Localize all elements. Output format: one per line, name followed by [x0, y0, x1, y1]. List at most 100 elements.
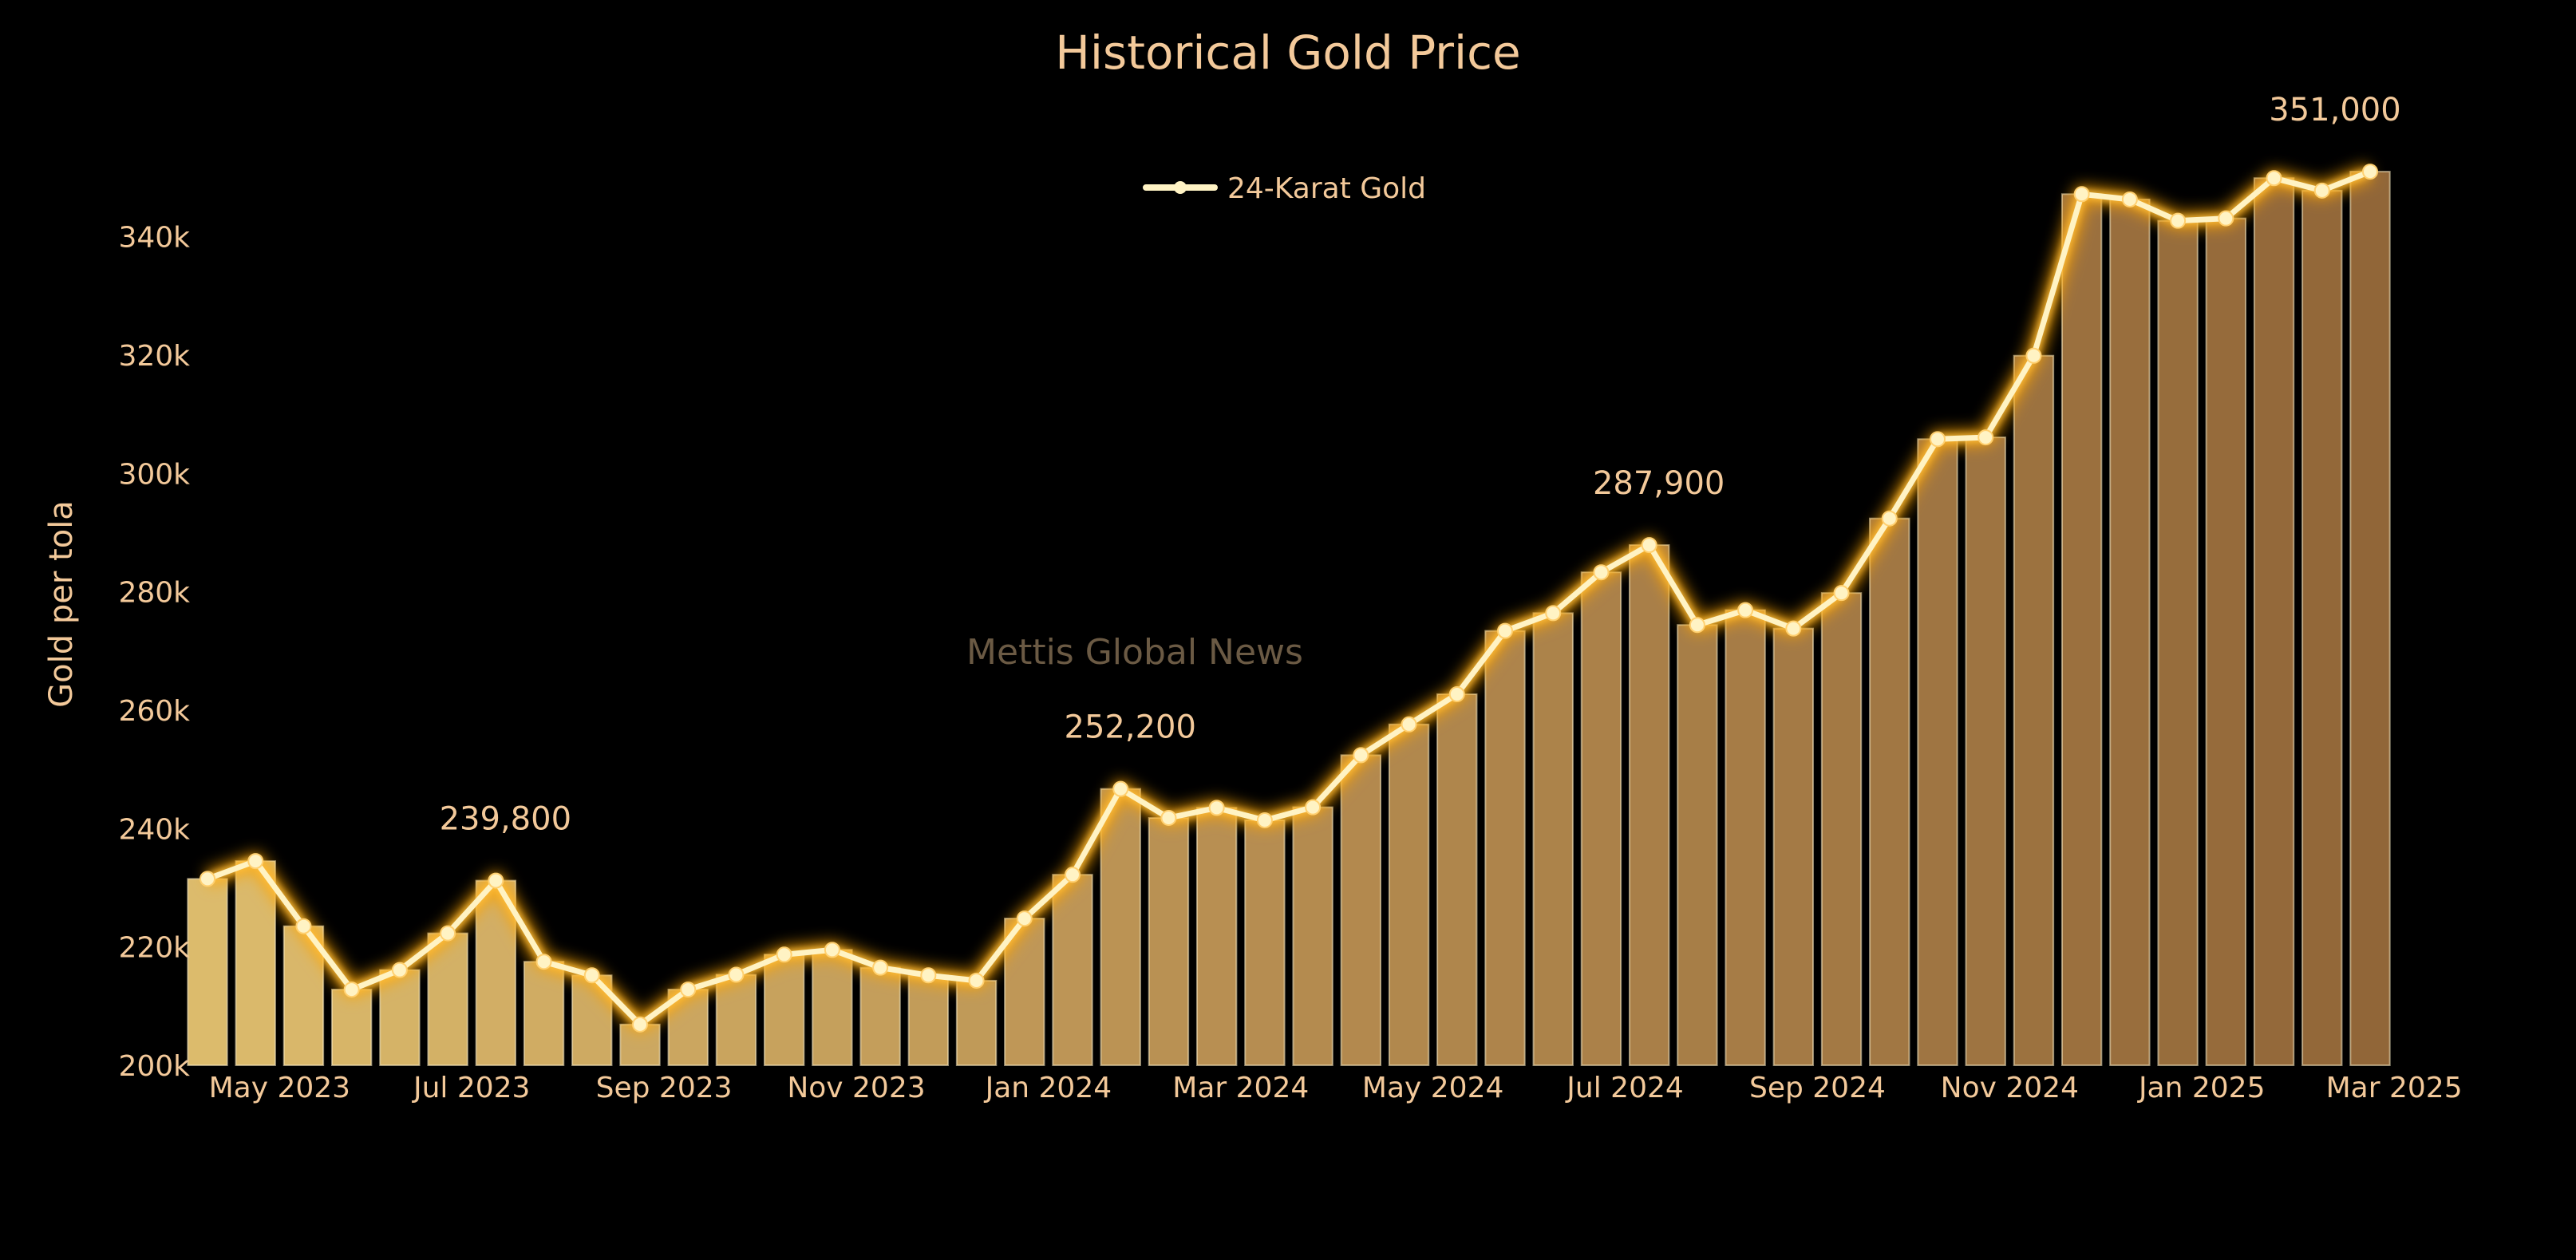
data-point[interactable]: [1256, 812, 1273, 828]
bar[interactable]: [1244, 819, 1286, 1066]
bar[interactable]: [330, 989, 373, 1066]
data-point[interactable]: [680, 982, 697, 998]
data-point[interactable]: [1881, 510, 1898, 527]
bar[interactable]: [1965, 436, 2006, 1066]
data-point[interactable]: [632, 1016, 648, 1033]
data-point[interactable]: [824, 942, 840, 958]
bar[interactable]: [1052, 874, 1093, 1067]
data-point[interactable]: [1785, 620, 1802, 637]
bar[interactable]: [1917, 438, 1958, 1066]
data-point[interactable]: [2313, 182, 2330, 199]
data-point[interactable]: [440, 925, 456, 942]
bar[interactable]: [523, 961, 565, 1067]
y-tick-label: 220k: [118, 932, 190, 965]
data-point[interactable]: [583, 967, 600, 984]
data-point[interactable]: [2266, 170, 2282, 187]
data-point[interactable]: [343, 982, 360, 998]
data-point[interactable]: [968, 972, 985, 989]
bar[interactable]: [379, 969, 421, 1067]
data-point[interactable]: [1497, 622, 1513, 639]
x-tick-label: May 2024: [1362, 1072, 1504, 1104]
bar[interactable]: [907, 974, 950, 1067]
legend[interactable]: 24-Karat Gold: [1143, 172, 1426, 205]
data-point[interactable]: [1208, 800, 1225, 816]
data-point[interactable]: [776, 946, 792, 963]
data-point[interactable]: [1593, 564, 1610, 581]
data-point[interactable]: [872, 959, 889, 976]
x-tick-label: Sep 2024: [1749, 1072, 1886, 1104]
bar[interactable]: [2349, 171, 2391, 1066]
bar[interactable]: [427, 932, 468, 1066]
bar[interactable]: [2060, 193, 2103, 1066]
data-point[interactable]: [535, 954, 552, 970]
data-point[interactable]: [247, 853, 264, 870]
bar[interactable]: [1628, 544, 1670, 1066]
peak-annotation: 239,800: [440, 801, 571, 838]
data-point[interactable]: [200, 871, 215, 887]
data-point[interactable]: [1689, 617, 1705, 634]
bar[interactable]: [1340, 754, 1382, 1066]
data-point[interactable]: [1545, 605, 1562, 622]
bar[interactable]: [1292, 806, 1333, 1067]
bar[interactable]: [187, 878, 228, 1066]
axes-layer: 200k 220k 240k 260k 280k 300k 320k 340k May 2023…: [118, 222, 2462, 1104]
bar[interactable]: [1725, 609, 1766, 1066]
bar[interactable]: [2253, 177, 2295, 1066]
bar[interactable]: [1484, 630, 1526, 1066]
peak-annotation: 351,000: [2269, 92, 2400, 128]
bar[interactable]: [2205, 217, 2247, 1066]
data-point[interactable]: [1641, 537, 1657, 554]
bar[interactable]: [1869, 517, 1910, 1066]
x-tick-label: Jul 2024: [1565, 1072, 1684, 1104]
data-point[interactable]: [1930, 431, 1946, 448]
legend-marker-swatch: [1174, 181, 1187, 194]
bar[interactable]: [2301, 189, 2343, 1067]
data-point[interactable]: [920, 967, 937, 984]
bar[interactable]: [1388, 723, 1430, 1066]
bar[interactable]: [1580, 571, 1622, 1066]
data-point[interactable]: [728, 966, 745, 983]
bar[interactable]: [812, 949, 853, 1066]
data-point[interactable]: [2170, 212, 2187, 229]
data-point[interactable]: [2218, 210, 2234, 227]
bar[interactable]: [859, 966, 901, 1066]
bar[interactable]: [1820, 592, 1863, 1066]
y-tick-label: 240k: [118, 813, 190, 846]
bar[interactable]: [1772, 627, 1815, 1066]
data-point[interactable]: [1401, 716, 1417, 733]
bar[interactable]: [235, 860, 276, 1066]
data-point[interactable]: [2362, 164, 2378, 180]
data-point[interactable]: [391, 962, 408, 978]
data-point[interactable]: [1737, 602, 1754, 618]
bar[interactable]: [763, 954, 805, 1067]
data-point[interactable]: [2025, 347, 2042, 364]
data-point[interactable]: [295, 918, 312, 934]
data-point[interactable]: [1353, 747, 1369, 764]
bar[interactable]: [715, 974, 757, 1067]
bar[interactable]: [1195, 807, 1238, 1066]
bar[interactable]: [1677, 624, 1718, 1066]
data-point[interactable]: [2073, 186, 2090, 203]
data-point[interactable]: [488, 872, 504, 889]
bar[interactable]: [1148, 816, 1190, 1066]
bar[interactable]: [955, 979, 998, 1066]
bar[interactable]: [1436, 693, 1478, 1066]
data-point[interactable]: [2121, 191, 2138, 207]
data-point[interactable]: [1065, 867, 1081, 883]
data-point[interactable]: [1160, 809, 1177, 826]
data-point[interactable]: [1977, 429, 1994, 446]
bar[interactable]: [1532, 612, 1574, 1066]
legend-label: 24-Karat Gold: [1227, 172, 1426, 205]
data-point[interactable]: [1112, 780, 1129, 797]
peak-annotation: 287,900: [1593, 465, 1725, 502]
data-point[interactable]: [1305, 799, 1322, 816]
bar[interactable]: [1100, 788, 1141, 1066]
data-point[interactable]: [1833, 585, 1850, 602]
data-point[interactable]: [1016, 910, 1033, 927]
bar[interactable]: [2157, 219, 2199, 1066]
data-point[interactable]: [1448, 685, 1465, 702]
bar[interactable]: [2013, 354, 2055, 1067]
bar[interactable]: [2109, 198, 2151, 1067]
